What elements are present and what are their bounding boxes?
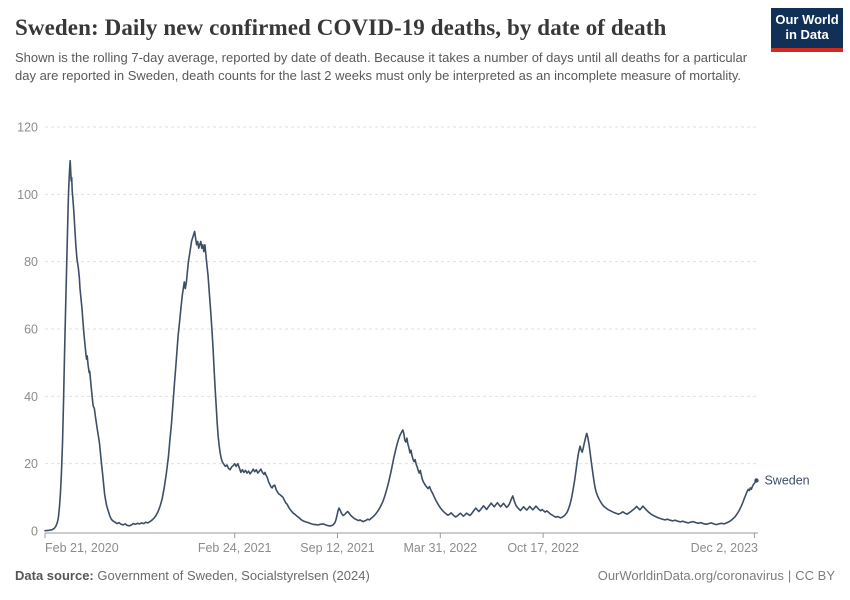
chart-subtitle: Shown is the rolling 7-day average, repo… [15,49,748,83]
footer-separator: | [787,568,792,583]
license-label[interactable]: CC BY [795,568,835,583]
owid-logo-line1: Our World [775,12,839,28]
chart-title: Sweden: Daily new confirmed COVID-19 dea… [15,15,667,40]
x-tick-label: Feb 24, 2021 [198,541,272,555]
y-tick-label-100: 100 [17,188,38,202]
x-tick-label: Feb 21, 2020 [45,541,119,555]
owid-logo-line2: in Data [785,27,829,42]
footer-links: OurWorldinData.org/coronavirus | CC BY [598,568,835,583]
x-tick-label: Oct 17, 2022 [507,541,579,555]
series-end-marker [754,478,759,483]
y-tick-label-80: 80 [24,255,38,269]
line-chart: 0 20 40 60 80 100 120 Feb 21, 2020 Feb 24, 2021 S… [17,121,810,556]
y-tick-label-60: 60 [24,323,38,337]
owid-logo[interactable]: Our World in Data [771,8,843,52]
y-tick-label-120: 120 [17,121,38,135]
data-source-value: Government of Sweden, Socialstyrelsen (2… [97,568,370,583]
series-line-sweden [44,159,758,532]
y-tick-label-40: 40 [24,390,38,404]
x-tick-label: Dec 2, 2023 [691,541,758,555]
y-tick-label-20: 20 [24,457,38,471]
x-tick-label: Mar 31, 2022 [403,541,477,555]
y-tick-label-0: 0 [31,525,38,539]
data-source-label: Data source: [15,568,94,583]
chart-header: Sweden: Daily new confirmed COVID-19 dea… [0,0,850,85]
chart-footer: Data source: Government of Sweden, Socia… [15,568,835,583]
owid-link[interactable]: OurWorldinData.org/coronavirus [597,568,784,583]
x-tick-label: Sep 12, 2021 [300,541,374,555]
data-source: Data source: Government of Sweden, Socia… [15,568,370,583]
series-label-sweden: Sweden [764,474,809,488]
